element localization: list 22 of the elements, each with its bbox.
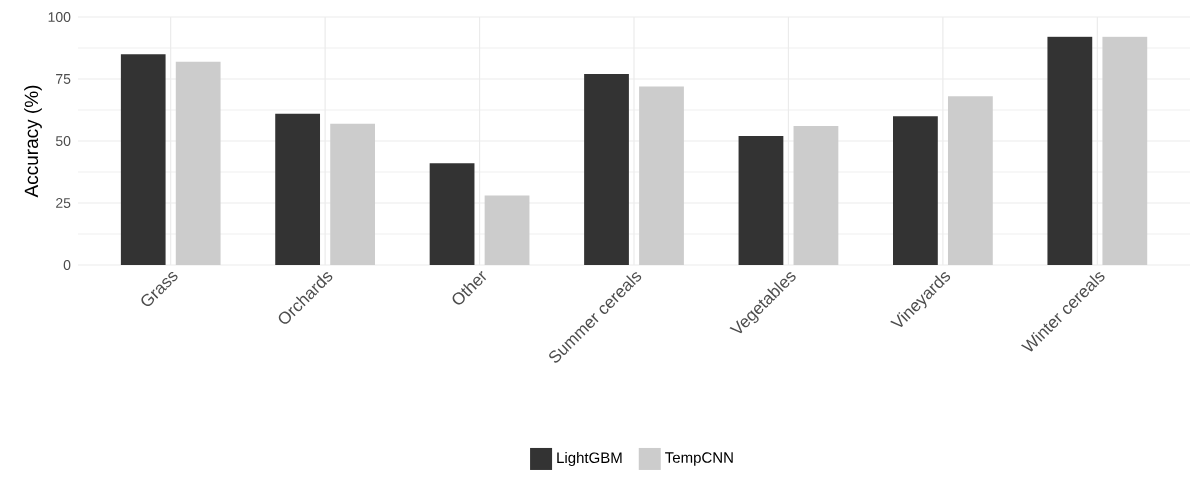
bar xyxy=(1047,36,1093,265)
y-tick-label: 100 xyxy=(48,12,71,22)
bar xyxy=(275,113,321,265)
bar xyxy=(429,163,475,265)
y-tick-label: 75 xyxy=(56,74,71,84)
bar xyxy=(584,74,629,265)
bar xyxy=(484,195,530,265)
legend-label: LightGBM xyxy=(557,452,622,466)
bar xyxy=(793,126,839,265)
y-tick-label: 50 xyxy=(55,136,71,146)
bar xyxy=(120,54,166,265)
bar xyxy=(639,86,684,265)
y-tick-label: 25 xyxy=(56,198,71,208)
bar xyxy=(738,136,784,265)
y-tick-label: 0 xyxy=(63,260,71,270)
bar xyxy=(1102,36,1148,265)
y-axis-title: Accuracy (%) xyxy=(24,85,42,198)
legend-label: TempCNN xyxy=(665,452,733,466)
bar xyxy=(175,61,221,265)
bar xyxy=(893,116,938,265)
bar xyxy=(330,123,375,265)
bar xyxy=(947,96,993,265)
